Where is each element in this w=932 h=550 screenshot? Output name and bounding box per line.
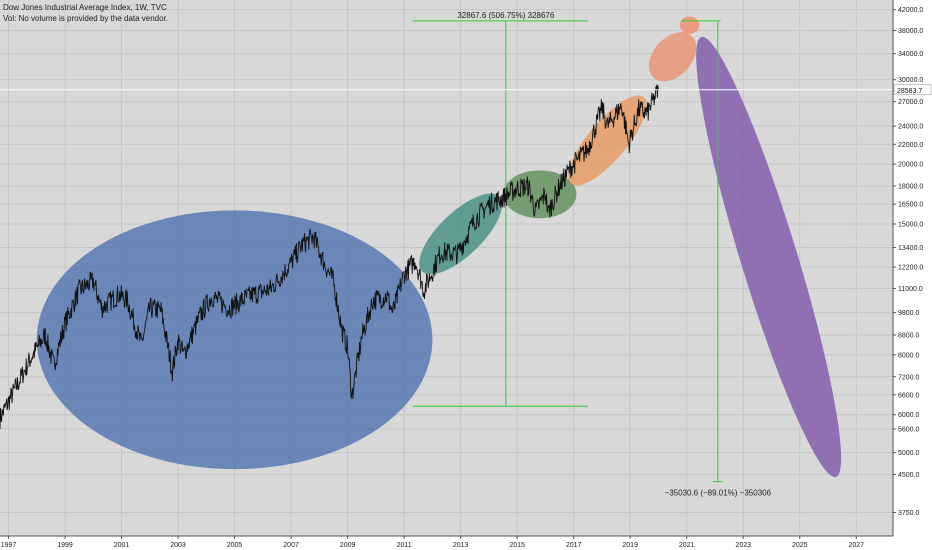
chart-subtitle: Vol: No volume is provided by the data v… (3, 14, 168, 23)
x-tick-label: 2027 (848, 542, 864, 549)
x-tick-label: 2011 (397, 542, 412, 549)
y-tick-label: 3750.0 (898, 510, 920, 517)
ellipse-phase-6[interactable] (679, 16, 700, 34)
price-line (0, 84, 659, 430)
ellipse-phase-7-collapse[interactable] (674, 29, 863, 486)
x-tick-label: 2009 (340, 542, 356, 549)
x-tick-label: 2017 (566, 542, 582, 549)
x-tick-label: 2003 (170, 542, 186, 549)
y-tick-label: 38000.0 (898, 28, 923, 35)
x-tick-label: 2005 (227, 542, 243, 549)
x-tick-label: 2015 (509, 542, 525, 549)
y-tick-label: 34000.0 (898, 51, 923, 58)
x-tick-label: 1999 (57, 542, 73, 549)
x-tick-label: 2025 (792, 542, 808, 549)
y-tick-label: 12200.0 (898, 264, 923, 271)
y-tick-label: 6600.0 (898, 392, 920, 399)
x-tick-label: 2013 (453, 542, 469, 549)
y-tick-label: 5000.0 (898, 450, 920, 457)
x-axis-panel (0, 536, 932, 550)
measure-up-label: 32867.6 (506.75%) 328676 (457, 11, 555, 20)
y-tick-label: 11000.0 (898, 286, 923, 293)
ellipse-phase-1[interactable] (36, 210, 433, 470)
price-series (0, 84, 659, 430)
measure-tools[interactable]: 32867.6 (506.75%) 328676 −35030.6 (−89.01… (412, 11, 772, 498)
y-tick-label: 13400.0 (898, 245, 923, 252)
x-tick-label: 2001 (114, 542, 130, 549)
y-tick-label: 22000.0 (898, 142, 923, 149)
y-tick-label: 4500.0 (898, 472, 920, 479)
y-tick-label: 7200.0 (898, 374, 920, 381)
measure-down-label: −35030.6 (−89.01%) −350306 (665, 489, 772, 498)
x-tick-label: 2023 (735, 542, 751, 549)
ellipse-phase-5[interactable] (639, 23, 705, 91)
chart-title: Dow Jones Industrial Average Index, 1W, … (3, 3, 167, 12)
x-tick-label: 2019 (622, 542, 638, 549)
y-tick-label: 42000.0 (898, 7, 923, 14)
y-tick-label: 20000.0 (898, 162, 923, 169)
x-tick-label: 2021 (679, 542, 695, 549)
current-price-tag (893, 84, 932, 96)
x-tick-label: 1997 (1, 542, 17, 549)
y-tick-label: 24000.0 (898, 124, 923, 131)
y-tick-label: 6000.0 (898, 412, 920, 419)
x-tick-label: 2007 (283, 542, 299, 549)
y-tick-label: 30000.0 (898, 77, 923, 84)
y-tick-label: 15000.0 (898, 221, 923, 228)
y-tick-label: 8800.0 (898, 332, 920, 339)
y-tick-label: 16500.0 (898, 202, 923, 209)
y-tick-label: 5600.0 (898, 427, 920, 434)
y-tick-label: 18000.0 (898, 184, 923, 191)
y-tick-label: 8000.0 (898, 352, 920, 359)
y-tick-label: 27000.0 (898, 99, 923, 106)
y-tick-label: 9800.0 (898, 310, 920, 317)
ellipse-phase-4[interactable] (557, 85, 659, 196)
ellipse-phase-2[interactable] (407, 181, 514, 287)
current-price-label: 28583.7 (897, 88, 922, 95)
